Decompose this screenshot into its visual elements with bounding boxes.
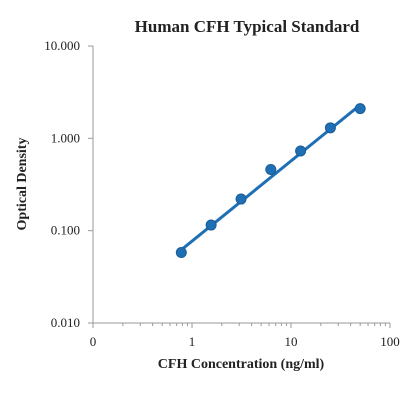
- y-axis-title: Optical Density: [15, 138, 30, 231]
- x-tick-label: 0: [90, 334, 97, 349]
- chart-title: Human CFH Typical Standard: [135, 17, 360, 36]
- x-tick-label: 100: [380, 334, 400, 349]
- y-tick-label: 10.000: [44, 38, 80, 53]
- x-tick-label: 1: [189, 334, 196, 349]
- data-point: [265, 163, 277, 175]
- plot-layer: [175, 103, 366, 259]
- x-ticks: 0 1 10 100: [90, 323, 400, 349]
- data-point: [295, 145, 307, 157]
- data-point: [175, 247, 187, 259]
- data-point: [324, 122, 336, 134]
- x-tick-label: 10: [285, 334, 298, 349]
- y-tick-label: 0.100: [51, 223, 80, 238]
- data-point: [205, 219, 217, 231]
- axes: [92, 46, 390, 324]
- y-tick-label: 1.000: [51, 130, 80, 145]
- y-tick-label: 0.010: [51, 315, 80, 330]
- data-point: [235, 193, 247, 205]
- x-axis-title: CFH Concentration (ng/ml): [158, 357, 325, 372]
- data-point: [354, 103, 366, 115]
- y-ticks: 0.010 0.100 1.000 10.000: [44, 38, 93, 330]
